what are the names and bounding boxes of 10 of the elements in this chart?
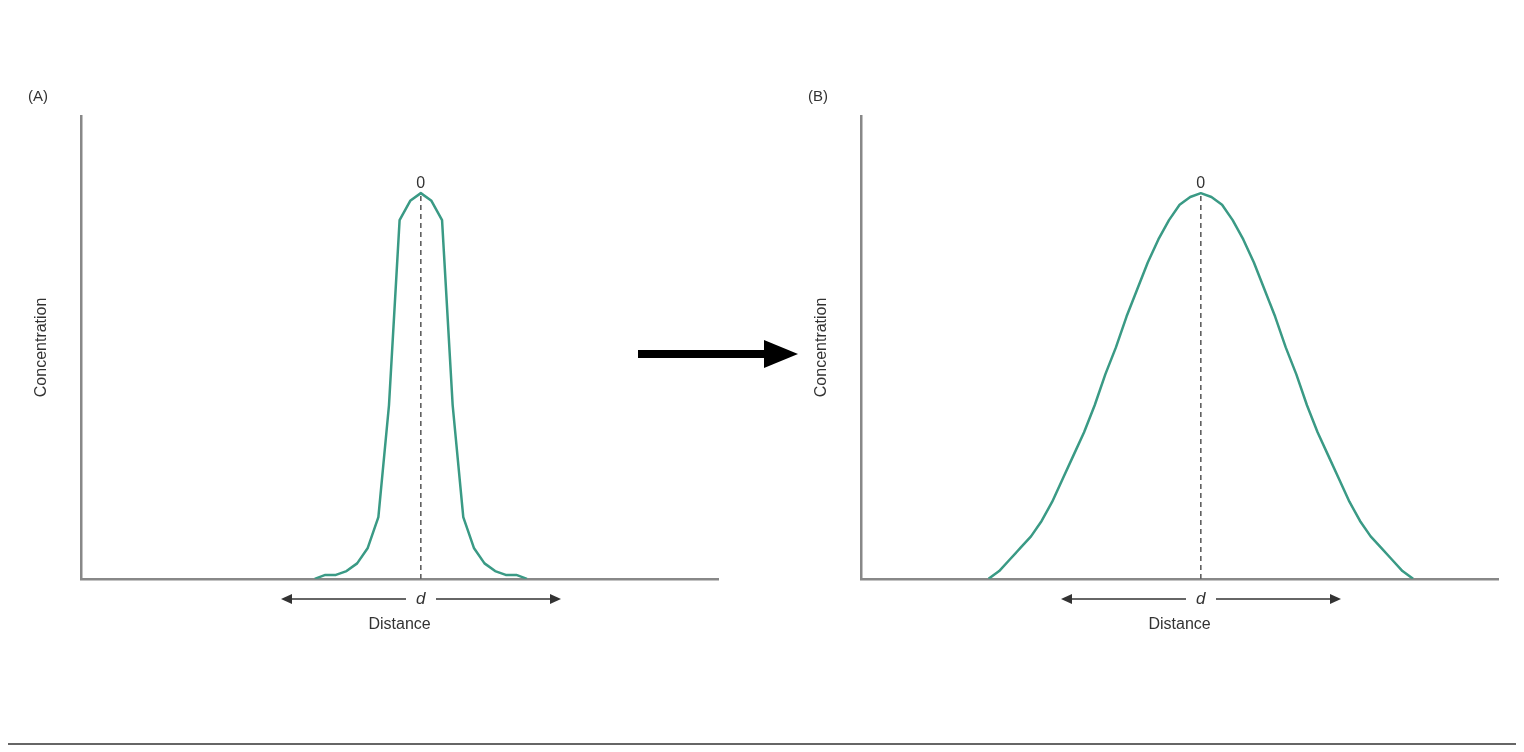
- text: 0: [416, 174, 426, 192]
- text: d: [1196, 588, 1207, 608]
- x-axis-title: Distance: [1148, 614, 1211, 632]
- y-axis-title: Concentration: [32, 297, 50, 398]
- y-axis-title: Concentration: [812, 297, 830, 398]
- chart-title: (A): [28, 87, 48, 105]
- text: 0: [1196, 174, 1206, 192]
- text: d: [416, 588, 427, 608]
- chart-title: (B): [808, 87, 828, 105]
- x-axis-title: Distance: [368, 614, 431, 632]
